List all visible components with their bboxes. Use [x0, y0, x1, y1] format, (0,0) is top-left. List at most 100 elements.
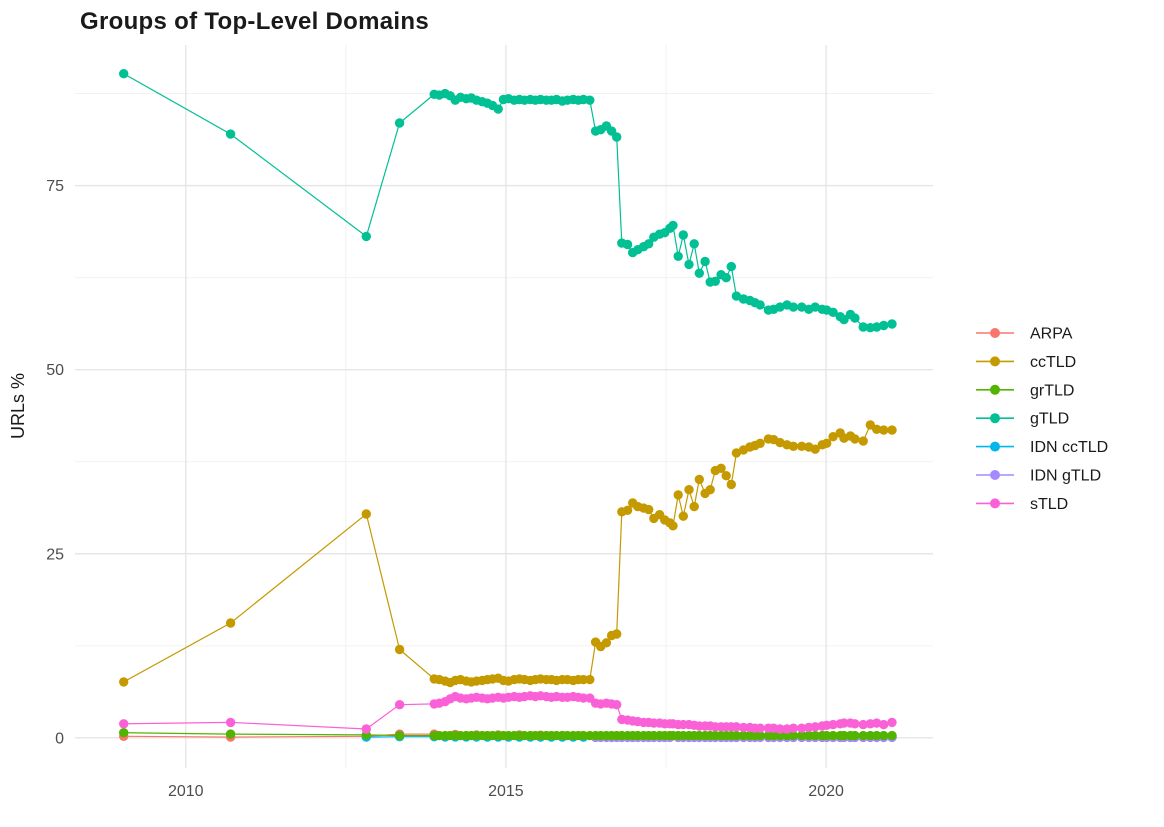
data-point — [872, 424, 882, 434]
data-point — [700, 256, 710, 267]
data-point — [788, 302, 799, 312]
data-point — [788, 723, 799, 733]
data-point — [810, 444, 820, 454]
data-point — [797, 302, 807, 312]
data-point — [828, 307, 838, 317]
data-point — [721, 273, 731, 283]
gridlines — [75, 45, 933, 768]
data-point — [394, 700, 405, 710]
data-point — [726, 479, 736, 490]
data-point — [361, 231, 371, 242]
data-point — [879, 719, 889, 730]
data-point — [858, 719, 868, 730]
data-point — [493, 104, 503, 114]
data-point — [828, 730, 838, 741]
legend: ARPA ccTLD grTLD gTLD IDN ccTLD IDN gTLD sTLD — [976, 326, 1108, 513]
legend-key-point — [990, 470, 1000, 480]
legend-label: sTLD — [1030, 496, 1068, 513]
data-point — [394, 644, 405, 655]
data-point — [622, 239, 633, 250]
data-point — [678, 230, 688, 240]
data-point — [394, 118, 405, 128]
data-point — [872, 718, 882, 728]
data-point — [225, 717, 236, 728]
data-point — [858, 730, 868, 741]
data-point — [810, 730, 820, 741]
data-point — [585, 95, 595, 105]
legend-key-point — [990, 328, 1000, 338]
data-point — [705, 485, 715, 495]
legend-label: gTLD — [1030, 411, 1069, 428]
data-point — [716, 463, 726, 473]
legend-key-point — [990, 498, 1000, 509]
data-point — [797, 730, 807, 741]
x-tick-label: 2010 — [168, 783, 204, 800]
data-point — [119, 728, 129, 738]
data-point — [879, 425, 889, 435]
legend-item-idn-cctld: IDN ccTLD — [976, 439, 1108, 456]
y-tick-label: 0 — [55, 730, 64, 747]
data-point — [394, 730, 405, 741]
data-point — [872, 322, 882, 332]
data-point — [879, 320, 889, 331]
data-point — [850, 730, 860, 741]
legend-item-cctld: ccTLD — [976, 354, 1076, 371]
data-point — [828, 432, 838, 442]
y-axis-title: URLs % — [8, 373, 28, 439]
data-point — [850, 313, 860, 323]
legend-label: grTLD — [1030, 382, 1074, 399]
data-point — [644, 239, 654, 249]
data-point — [673, 251, 683, 261]
data-point — [810, 722, 820, 732]
axis-tick-labels: 0 25 50 75 2010 2015 2020 — [46, 178, 844, 800]
legend-item-arpa: ARPA — [976, 326, 1073, 343]
legend-item-grtld: grTLD — [976, 382, 1074, 399]
data-point — [887, 730, 897, 741]
data-point — [788, 441, 799, 451]
legend-item-stld: sTLD — [976, 496, 1068, 513]
data-point — [828, 719, 838, 730]
series-grtld — [119, 728, 897, 741]
data-point — [797, 723, 807, 733]
data-point — [684, 259, 694, 270]
legend-key-point — [990, 413, 1000, 424]
data-point — [119, 719, 129, 729]
data-point — [887, 717, 897, 728]
data-point — [585, 674, 595, 685]
data-point — [858, 436, 868, 446]
data-point — [644, 504, 654, 515]
legend-item-gtld: gTLD — [976, 411, 1069, 428]
data-point — [822, 438, 832, 448]
data-point — [689, 501, 699, 512]
data-point — [225, 618, 236, 628]
series-line — [123, 73, 893, 329]
legend-key-point — [990, 384, 1000, 395]
legend-label: ARPA — [1030, 326, 1073, 343]
data-point — [755, 300, 765, 310]
data-point — [684, 485, 694, 495]
data-point — [119, 677, 129, 687]
data-point — [119, 69, 129, 79]
data-point — [678, 511, 688, 521]
data-point — [668, 521, 678, 531]
x-tick-label: 2015 — [488, 783, 524, 800]
data-point — [673, 490, 683, 500]
legend-key-point — [990, 356, 1000, 367]
data-point — [731, 448, 742, 458]
data-point — [755, 438, 765, 448]
data-point — [225, 729, 236, 739]
legend-item-idn-gtld: IDN gTLD — [976, 468, 1101, 485]
data-point — [775, 730, 785, 741]
data-point — [731, 291, 742, 301]
data-point — [731, 722, 742, 732]
data-point — [887, 319, 897, 329]
data-point — [887, 425, 897, 435]
data-point — [872, 730, 882, 741]
y-tick-label: 75 — [46, 178, 64, 195]
data-point — [668, 220, 678, 231]
data-point — [775, 724, 785, 734]
data-point — [850, 719, 860, 729]
data-point — [726, 261, 736, 272]
data-point — [694, 474, 704, 485]
